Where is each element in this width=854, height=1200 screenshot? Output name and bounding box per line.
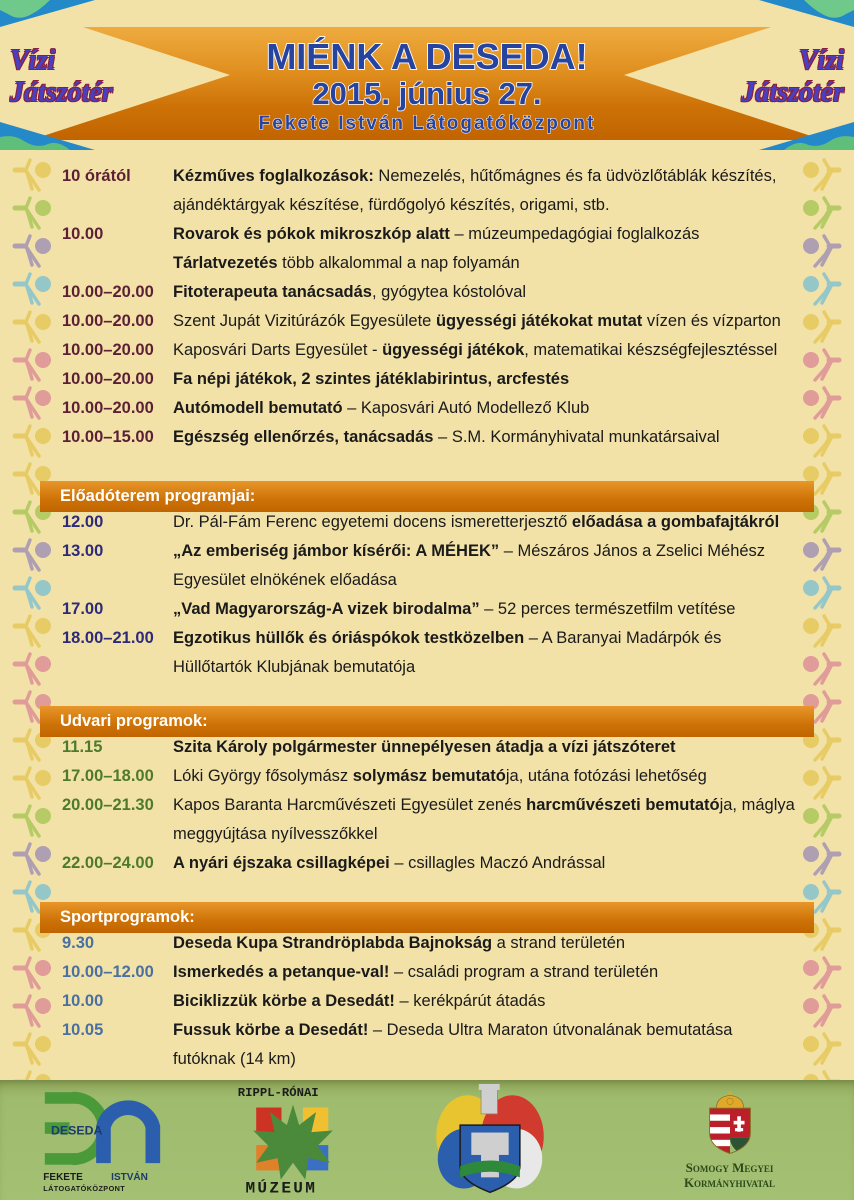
svg-text:FEKETE: FEKETE [43, 1172, 83, 1183]
svg-text:RIPPL-RÓNAI: RIPPL-RÓNAI [237, 1085, 318, 1100]
svg-text:ISTVÁN: ISTVÁN [111, 1170, 148, 1183]
svg-text:DESEDA: DESEDA [51, 1124, 102, 1138]
svg-text:LÁTOGATÓKÖZPONT: LÁTOGATÓKÖZPONT [43, 1184, 125, 1193]
svg-text:MÚZEUM: MÚZEUM [245, 1178, 317, 1197]
